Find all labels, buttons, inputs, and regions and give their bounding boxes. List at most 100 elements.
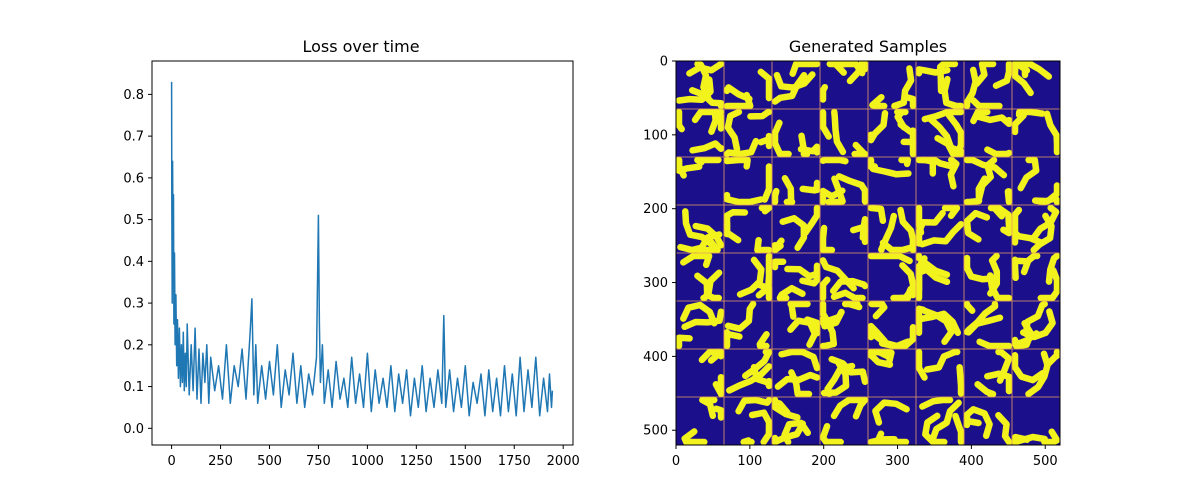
sample-pattern xyxy=(787,300,811,320)
sample-pattern xyxy=(804,316,821,337)
loss-x-tick-label: 250 xyxy=(208,454,233,469)
sample-pattern xyxy=(941,75,965,110)
sample-pattern xyxy=(867,322,888,345)
sample-pattern xyxy=(1017,156,1040,192)
samples-x-tick-label: 0 xyxy=(672,454,680,469)
sample-pattern xyxy=(756,331,770,350)
sample-pattern xyxy=(771,258,787,271)
sample-pattern xyxy=(736,256,765,298)
sample-pattern xyxy=(1011,229,1045,246)
sample-pattern xyxy=(747,108,773,120)
sample-pattern xyxy=(723,91,754,110)
sample-pattern xyxy=(757,68,773,102)
loss-x-tick-label: 0 xyxy=(167,454,175,469)
sample-pattern xyxy=(963,156,1008,179)
samples-y-axis: 0 100 200 300 400 500 xyxy=(643,55,676,439)
sample-pattern xyxy=(1011,63,1034,97)
loss-x-tick-label: 1750 xyxy=(498,454,531,469)
sample-pattern xyxy=(915,348,928,381)
sample-pattern xyxy=(1011,352,1046,384)
sample-pattern xyxy=(927,115,965,155)
sample-pattern xyxy=(897,206,917,254)
sample-pattern xyxy=(963,300,976,314)
sample-pattern xyxy=(841,300,863,311)
sample-pattern xyxy=(963,413,982,429)
loss-line xyxy=(170,81,554,417)
sample-pattern xyxy=(915,252,951,278)
sample-pattern xyxy=(781,419,812,446)
sample-pattern xyxy=(1019,308,1056,341)
sample-pattern xyxy=(677,231,723,254)
sample-pattern xyxy=(970,108,991,125)
sample-pattern xyxy=(681,428,708,446)
sample-pattern xyxy=(867,109,889,144)
loss-y-tick-label: 0.8 xyxy=(123,88,144,103)
loss-x-tick-label: 1500 xyxy=(449,454,482,469)
sample-pattern xyxy=(929,399,962,444)
sample-pattern xyxy=(723,84,753,103)
sample-pattern xyxy=(868,300,888,320)
sample-pattern xyxy=(995,412,1013,446)
sample-pattern xyxy=(867,252,913,265)
sample-pattern xyxy=(819,83,829,103)
sample-pattern xyxy=(695,234,721,254)
loss-y-tick-label: 0.6 xyxy=(123,171,144,186)
sample-pattern xyxy=(867,348,895,368)
loss-y-tick-label: 0.7 xyxy=(123,130,144,145)
sample-pattern xyxy=(819,422,844,446)
sample-pattern xyxy=(789,60,821,77)
sample-pattern xyxy=(675,108,685,133)
sample-pattern xyxy=(915,261,926,294)
sample-pattern xyxy=(680,252,713,269)
loss-x-tick-label: 1250 xyxy=(400,454,433,469)
sample-pattern xyxy=(898,156,912,168)
sample-pattern xyxy=(781,174,796,206)
sample-pattern xyxy=(963,406,993,440)
loss-x-tick-label: 500 xyxy=(257,454,282,469)
loss-y-axis: 0.0 0.1 0.2 0.3 0.4 0.5 0.6 0.7 0.8 xyxy=(123,88,152,437)
sample-pattern xyxy=(1043,348,1061,369)
loss-series xyxy=(170,81,554,417)
sample-pattern xyxy=(675,334,693,350)
loss-plot-frame xyxy=(151,60,574,446)
sample-pattern xyxy=(1030,212,1055,254)
sample-pattern xyxy=(872,399,910,426)
samples-y-tick-label: 0 xyxy=(660,55,668,70)
sample-pattern xyxy=(724,108,743,153)
sample-pattern xyxy=(986,272,1013,302)
sample-pattern xyxy=(963,254,999,283)
loss-x-tick-label: 2000 xyxy=(547,454,580,469)
sample-pattern xyxy=(771,187,780,206)
sample-pattern xyxy=(675,156,703,174)
loss-x-tick-label: 1000 xyxy=(351,454,384,469)
samples-x-tick-label: 200 xyxy=(811,454,836,469)
sample-pattern xyxy=(799,262,821,287)
sample-pattern xyxy=(675,76,714,104)
sample-pattern xyxy=(740,437,755,446)
sample-pattern xyxy=(723,137,760,158)
sample-pattern xyxy=(1031,194,1061,206)
sample-pattern xyxy=(984,370,1013,395)
samples-grid-lines xyxy=(676,61,1060,445)
sample-pattern xyxy=(819,109,832,140)
sample-pattern xyxy=(852,396,869,420)
sample-pattern xyxy=(829,277,869,295)
sample-pattern xyxy=(680,301,718,327)
samples-x-tick-label: 300 xyxy=(885,454,910,469)
sample-pattern xyxy=(915,204,925,236)
sample-pattern xyxy=(1004,188,1013,206)
sample-pattern xyxy=(726,363,773,394)
sample-pattern xyxy=(867,161,912,178)
sample-pattern xyxy=(984,146,1013,158)
sample-pattern xyxy=(900,138,917,158)
loss-x-tick-label: 750 xyxy=(306,454,331,469)
sample-pattern xyxy=(712,405,725,421)
sample-pattern xyxy=(689,140,725,154)
sample-pattern xyxy=(874,430,910,446)
sample-pattern xyxy=(897,285,914,302)
sample-pattern xyxy=(919,220,965,248)
samples-y-tick-label: 500 xyxy=(643,424,668,439)
samples-y-tick-label: 100 xyxy=(643,128,668,143)
sample-pattern xyxy=(1043,110,1061,156)
sample-pattern xyxy=(774,371,821,390)
